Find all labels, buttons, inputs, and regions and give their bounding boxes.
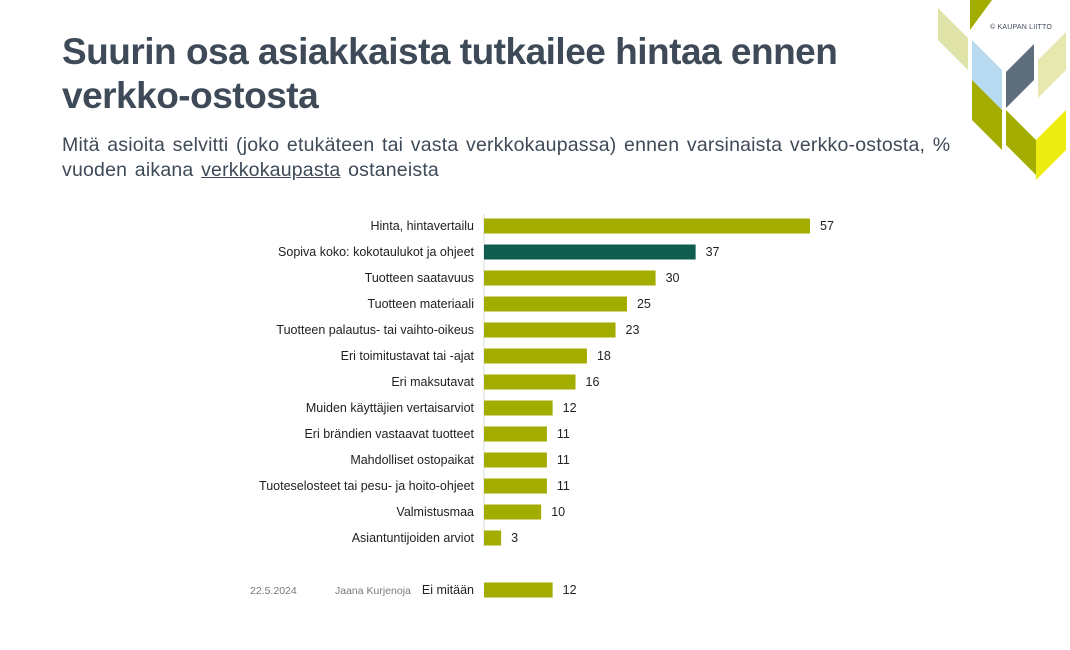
value-label-item-9: 11 (557, 427, 570, 441)
slide-subtitle: Mitä asioita selvitti (joko etukäteen ta… (62, 133, 1022, 183)
value-label-item-4: 25 (637, 297, 651, 311)
bar-item-4 (484, 296, 627, 312)
kaupan-liitto-logo (938, 0, 1066, 180)
chart-bars: Hinta, hintavertailu 57 Sopiva koko: kokot… (259, 218, 834, 598)
bar-item-9 (484, 426, 547, 442)
bar-item-14 (484, 582, 553, 598)
logo-shape-olive-top (970, 0, 992, 30)
bar-item-1 (484, 218, 810, 234)
brand-text: © KAUPAN LIITTO (990, 24, 1052, 31)
value-label-item-3: 30 (666, 271, 680, 285)
value-label-item-7: 16 (586, 375, 600, 389)
category-label-item-13: Asiantuntijoiden arviot (352, 531, 475, 545)
logo-shape-slate (1006, 44, 1034, 108)
bar-item-8 (484, 400, 553, 416)
category-label-item-5: Tuotteen palautus- tai vaihto-oikeus (276, 323, 474, 337)
bar-item-10 (484, 452, 547, 468)
value-label-item-8: 12 (563, 401, 577, 415)
category-label-item-9: Eri brändien vastaavat tuotteet (304, 427, 474, 441)
logo-shape-olive-right (1006, 110, 1036, 175)
slide-title: Suurin osa asiakkaista tutkailee hintaa … (62, 31, 838, 116)
logo-shape-cream (938, 8, 968, 70)
value-label-item-11: 11 (557, 479, 570, 493)
category-label-item-4: Tuotteen materiaali (367, 297, 474, 311)
logo-shape-pale-yellow (1038, 32, 1066, 98)
subtitle-text-start: Mitä asioita selvitti (joko etukäteen ta… (62, 134, 951, 181)
category-label-item-10: Mahdolliset ostopaikat (350, 453, 474, 467)
subtitle-underlined-word: verkkokaupasta (201, 159, 341, 181)
bar-item-5 (484, 322, 616, 338)
footer-author: Jaana Kurjenoja (335, 585, 411, 597)
bar-item-6 (484, 348, 587, 364)
bar-item-11 (484, 478, 547, 494)
category-label-item-12: Valmistusmaa (396, 505, 474, 519)
bar-item-13 (484, 530, 502, 546)
bar-item-7 (484, 374, 576, 390)
footer-date: 22.5.2024 (250, 585, 297, 597)
value-label-item-13: 3 (511, 531, 518, 545)
value-label-item-6: 18 (597, 349, 611, 363)
value-label-item-10: 11 (557, 453, 570, 467)
value-label-item-1: 57 (820, 219, 834, 233)
category-label-item-3: Tuotteen saatavuus (365, 271, 474, 285)
logo-shape-olive-left (972, 80, 1002, 150)
category-label-item-11: Tuoteselosteet tai pesu- ja hoito-ohjeet (259, 479, 474, 493)
subtitle-text-end: ostaneista (340, 159, 439, 181)
category-label-item-7: Eri maksutavat (391, 375, 474, 389)
category-label-item-1: Hinta, hintavertailu (370, 219, 474, 233)
category-label-item-6: Eri toimitustavat tai -ajat (341, 349, 475, 363)
category-label-item-8: Muiden käyttäjien vertaisarviot (306, 401, 475, 415)
value-label-item-2: 37 (706, 245, 720, 259)
value-label-item-14: 12 (563, 583, 577, 597)
value-label-item-12: 10 (551, 505, 565, 519)
bar-item-3 (484, 270, 656, 286)
logo-shape-yellow (1036, 110, 1066, 180)
category-label-item-2: Sopiva koko: kokotaulukot ja ohjeet (278, 245, 474, 259)
logo-shape-light-blue (972, 40, 1002, 110)
category-label-item-14: Ei mitään (422, 583, 474, 597)
bar-item-12 (484, 504, 542, 520)
bar-item-2 (484, 244, 696, 260)
value-label-item-5: 23 (626, 323, 640, 337)
